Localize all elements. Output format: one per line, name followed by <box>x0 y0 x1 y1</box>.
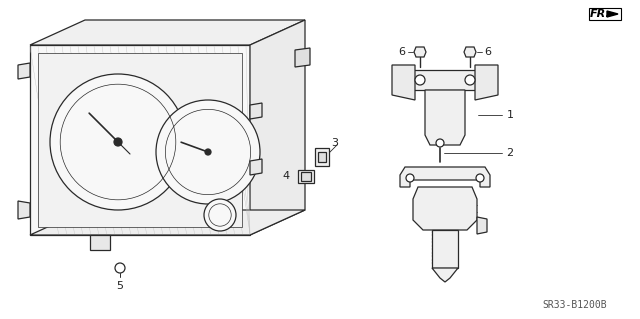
Text: FR.: FR. <box>589 9 611 19</box>
Text: 3: 3 <box>332 138 339 148</box>
Bar <box>298 170 314 183</box>
Circle shape <box>476 174 484 182</box>
Circle shape <box>50 74 186 210</box>
Bar <box>589 8 621 20</box>
Text: 6: 6 <box>484 47 492 57</box>
Text: 1: 1 <box>506 110 513 120</box>
Polygon shape <box>18 63 30 79</box>
Polygon shape <box>30 20 305 45</box>
Polygon shape <box>250 103 262 119</box>
Polygon shape <box>392 65 415 100</box>
Polygon shape <box>295 48 310 67</box>
Circle shape <box>415 75 425 85</box>
Polygon shape <box>30 45 250 235</box>
Text: 2: 2 <box>506 148 513 158</box>
Polygon shape <box>250 20 305 235</box>
Polygon shape <box>432 230 458 268</box>
Bar <box>315 148 329 166</box>
Circle shape <box>205 149 211 155</box>
Polygon shape <box>432 268 458 282</box>
Polygon shape <box>425 90 465 145</box>
Bar <box>318 152 326 162</box>
Circle shape <box>114 138 122 146</box>
Polygon shape <box>477 217 487 234</box>
Bar <box>301 172 311 181</box>
Polygon shape <box>30 210 305 235</box>
Polygon shape <box>400 70 490 90</box>
Polygon shape <box>250 159 262 175</box>
Polygon shape <box>464 47 476 57</box>
Circle shape <box>115 263 125 273</box>
Text: 6: 6 <box>399 47 406 57</box>
Circle shape <box>465 75 475 85</box>
Polygon shape <box>18 201 30 219</box>
Circle shape <box>406 174 414 182</box>
Polygon shape <box>414 47 426 57</box>
Circle shape <box>436 139 444 147</box>
Polygon shape <box>90 235 110 250</box>
Polygon shape <box>475 65 498 100</box>
Polygon shape <box>400 167 490 187</box>
Circle shape <box>204 199 236 231</box>
Circle shape <box>156 100 260 204</box>
Polygon shape <box>38 53 242 227</box>
Text: SR33-B1200B: SR33-B1200B <box>543 300 607 310</box>
Text: 4: 4 <box>282 171 289 181</box>
Text: 5: 5 <box>116 281 124 291</box>
Polygon shape <box>413 187 477 230</box>
Polygon shape <box>607 11 618 17</box>
